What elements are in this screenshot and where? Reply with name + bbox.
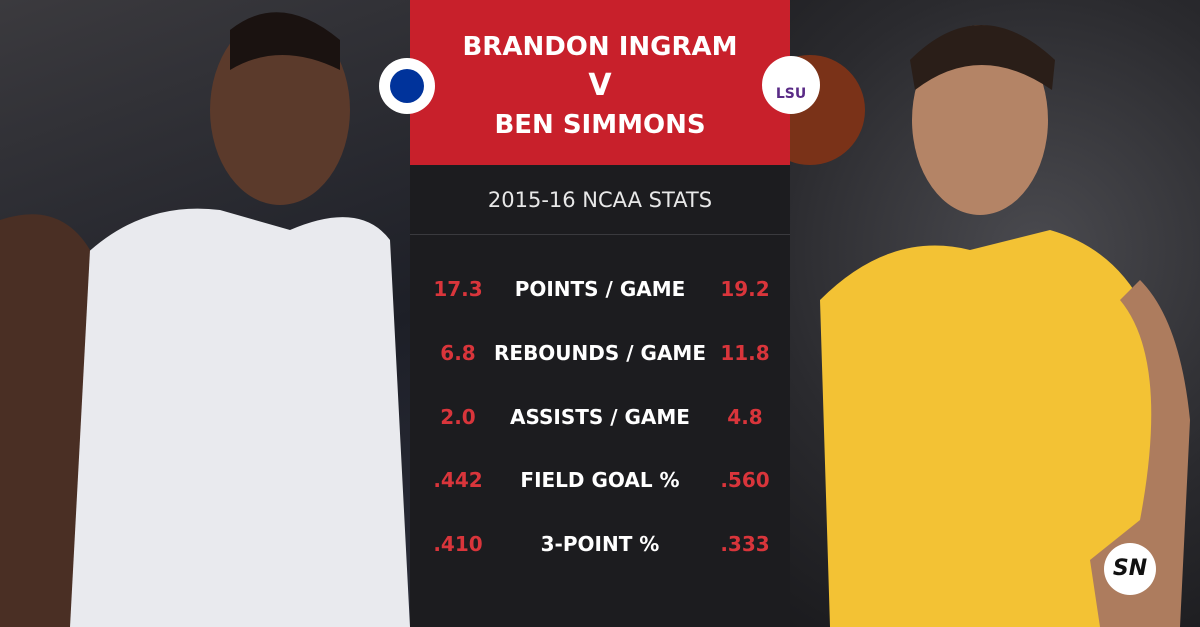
player-right-name: BEN SIMMONS	[494, 110, 706, 140]
jersey	[820, 230, 1160, 627]
brand-logo-text: SN	[1112, 556, 1148, 581]
left-player-photo	[0, 0, 410, 627]
stats-panel: BRANDON INGRAM V BEN SIMMONS 2015-16 NCA…	[410, 0, 790, 627]
right-value: 4.8	[727, 404, 763, 429]
right-player-art	[790, 25, 1190, 627]
arm	[1090, 280, 1190, 627]
right-value: .560	[720, 468, 770, 493]
right-player-photo	[790, 0, 1200, 627]
left-value: 6.8	[440, 340, 476, 365]
stat-label: FIELD GOAL %	[520, 468, 680, 493]
left-value: .410	[433, 532, 483, 557]
left-team-logo	[379, 58, 435, 114]
versus: V	[588, 68, 612, 103]
stat-row: 17.3 POINTS / GAME 19.2	[410, 277, 790, 307]
divider	[410, 234, 790, 235]
jersey	[60, 208, 410, 627]
subtitle: 2015-16 NCAA STATS	[487, 188, 713, 212]
left-team-logo-badge	[390, 69, 424, 103]
left-player-art	[0, 12, 410, 627]
brand-logo: SN	[1104, 543, 1156, 595]
right-value: 11.8	[720, 340, 770, 365]
left-value: 17.3	[433, 277, 483, 301]
stat-label: REBOUNDS / GAME	[494, 340, 706, 365]
right-value: 19.2	[720, 277, 770, 301]
header: BRANDON INGRAM V BEN SIMMONS	[410, 0, 790, 165]
stat-label: 3-POINT %	[540, 532, 660, 557]
hair	[910, 25, 1055, 90]
head	[210, 15, 350, 205]
stat-row: .410 3-POINT % .333	[410, 532, 790, 562]
left-value: .442	[433, 468, 483, 493]
left-value: 2.0	[440, 404, 476, 429]
stat-row: 2.0 ASSISTS / GAME 4.8	[410, 405, 790, 435]
right-team-logo-text: LSU	[775, 86, 807, 102]
hair	[230, 12, 340, 70]
arm	[0, 214, 90, 627]
head	[912, 25, 1048, 215]
stat-row: .442 FIELD GOAL % .560	[410, 468, 790, 498]
player-left-name: BRANDON INGRAM	[462, 32, 738, 62]
stat-label: POINTS / GAME	[514, 277, 686, 301]
stat-row: 6.8 REBOUNDS / GAME 11.8	[410, 341, 790, 371]
right-value: .333	[720, 532, 770, 557]
right-team-logo: LSU	[762, 56, 820, 114]
stat-label: ASSISTS / GAME	[510, 404, 690, 429]
